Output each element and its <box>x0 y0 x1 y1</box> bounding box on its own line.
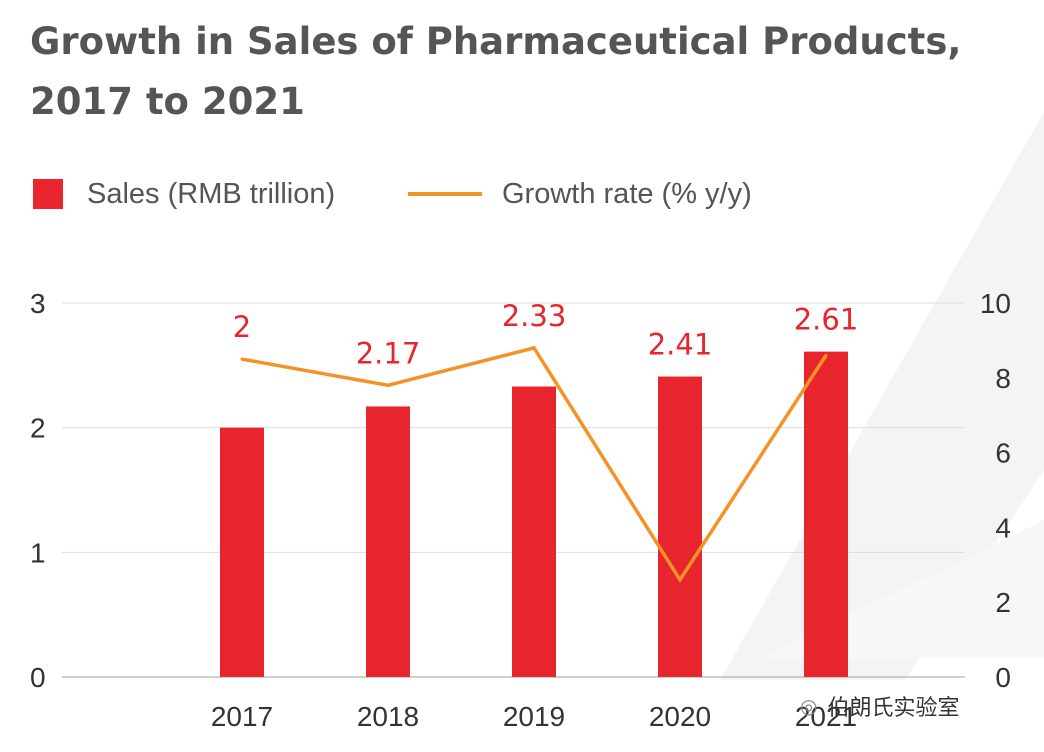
right-axis-tick-label: 6 <box>995 438 1011 469</box>
growth-rate-point <box>532 346 536 350</box>
right-axis-tick-label: 0 <box>995 662 1011 693</box>
bar-data-label: 2.61 <box>794 303 859 337</box>
bar-data-label: 2.17 <box>356 336 421 370</box>
right-axis-tick-label: 10 <box>980 288 1011 319</box>
left-axis-tick-label: 2 <box>30 413 46 444</box>
bar-data-label: 2.33 <box>502 299 567 333</box>
bar-data-label: 2 <box>233 310 251 344</box>
legend-item-sales: Sales (RMB trillion) <box>33 172 335 216</box>
x-axis-tick-label: 2020 <box>649 701 711 732</box>
growth-rate-point <box>824 353 828 357</box>
left-axis-tick-label: 0 <box>30 662 46 693</box>
x-axis-tick-label: 2019 <box>503 701 565 732</box>
x-axis-tick-label: 2018 <box>357 701 419 732</box>
x-axis-tick-label: 2021 <box>795 701 857 732</box>
chart-title: Growth in Sales of Pharmaceutical Produc… <box>30 20 962 123</box>
legend-swatch-growth <box>408 192 482 196</box>
legend-label-sales: Sales (RMB trillion) <box>87 177 336 210</box>
legend-item-growth: Growth rate (% y/y) <box>408 172 752 216</box>
watermark-text: 伯朗氏实验室 <box>827 696 960 721</box>
bar-2020 <box>658 376 702 677</box>
growth-rate-point <box>386 383 390 387</box>
bar-2021 <box>804 351 848 677</box>
left-axis-tick-label: 3 <box>30 288 46 319</box>
right-axis-tick-label: 2 <box>995 587 1011 618</box>
bar-2019 <box>512 386 556 677</box>
right-axis-tick-label: 4 <box>995 512 1011 543</box>
growth-rate-point <box>240 357 244 361</box>
background-decoration <box>720 112 1044 680</box>
wechat-icon: ◎ <box>800 694 818 718</box>
growth-rate-point <box>678 578 682 582</box>
bar-2017 <box>220 427 264 677</box>
x-axis-tick-label: 2017 <box>211 701 273 732</box>
legend-swatch-sales <box>33 179 63 209</box>
right-axis-tick-label: 8 <box>995 363 1011 394</box>
bar-data-label: 2.41 <box>648 328 713 362</box>
watermark: ◎ 伯朗氏实验室 <box>800 688 959 724</box>
legend-label-growth: Growth rate (% y/y) <box>502 177 752 210</box>
left-axis-tick-label: 1 <box>30 537 46 568</box>
bar-2018 <box>366 406 410 677</box>
